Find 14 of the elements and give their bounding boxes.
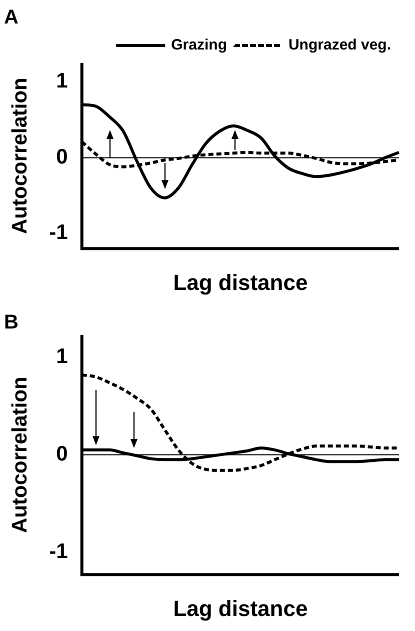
y-tick-label: 0 [56,442,68,466]
y-tick-label: -1 [49,540,68,563]
x-axis-title: Lag distance [173,596,308,621]
legend-label: Grazing [171,36,227,54]
y-tick-label: 1 [56,70,68,93]
y-tick-label: -1 [49,221,68,244]
y-axis-title: Autocorrelation [8,78,32,234]
legend-label: Ungrazed veg. [288,36,392,54]
y-axis-title: Autocorrelation [8,376,32,533]
x-axis-title: Lag distance [173,270,308,295]
y-tick-label: 0 [56,145,68,168]
chart-title: A [4,6,18,29]
chart-title: B [4,312,18,334]
y-tick-label: 1 [56,345,68,368]
